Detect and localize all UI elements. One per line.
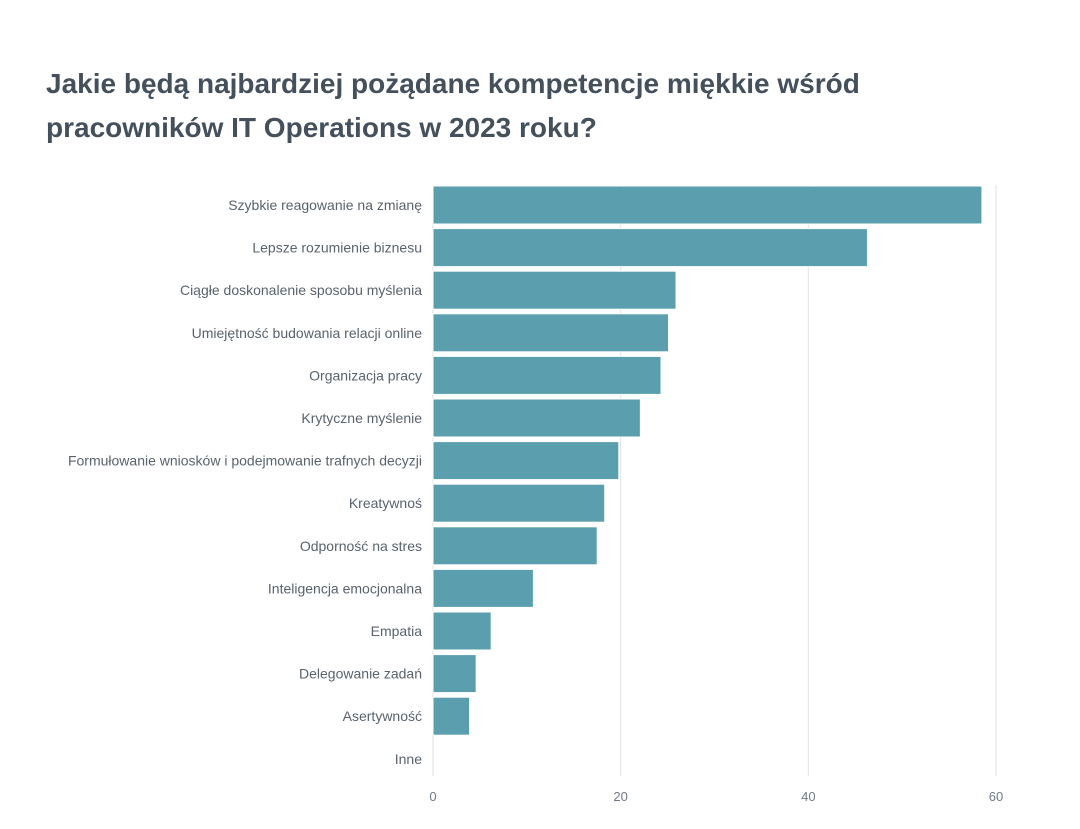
bar xyxy=(432,270,677,310)
bar xyxy=(432,441,620,481)
x-tick-label: 40 xyxy=(801,789,815,804)
category-label: Empatia xyxy=(371,623,423,639)
bar xyxy=(432,654,477,694)
chart-title-line-1: Jakie będą najbardziej pożądane kompeten… xyxy=(46,68,860,99)
x-tick-label: 0 xyxy=(429,789,436,804)
x-tick-label: 20 xyxy=(613,789,627,804)
category-label: Krytyczne myślenie xyxy=(301,410,422,426)
category-labels: Szybkie reagowanie na zmianę Lepsze rozum… xyxy=(68,197,422,767)
bar xyxy=(432,696,471,736)
x-axis-ticks: 0 20 40 60 xyxy=(429,789,1003,804)
category-label: Szybkie reagowanie na zmianę xyxy=(228,197,422,213)
bar xyxy=(432,526,598,566)
bar-layer xyxy=(432,185,983,736)
category-label: Lepsze rozumienie biznesu xyxy=(252,240,422,256)
bar xyxy=(432,398,641,438)
category-label: Delegowanie zadań xyxy=(299,666,422,682)
bar xyxy=(432,483,606,523)
bar xyxy=(432,228,868,268)
category-label: Odporność na stres xyxy=(300,538,422,554)
category-label: Asertywność xyxy=(343,708,422,724)
bar xyxy=(432,185,983,225)
category-label: Ciągłe doskonalenie sposobu myślenia xyxy=(180,282,422,298)
category-label: Organizacja pracy xyxy=(309,367,422,383)
category-label: Formułowanie wniosków i podejmowanie tra… xyxy=(68,453,422,469)
bar xyxy=(432,568,534,608)
category-label: Inteligencja emocjonalna xyxy=(268,580,422,596)
x-tick-label: 60 xyxy=(989,789,1003,804)
bar xyxy=(432,313,670,353)
chart-title: Jakie będą najbardziej pożądane kompeten… xyxy=(46,62,946,150)
bar xyxy=(432,611,492,651)
bar xyxy=(432,355,662,395)
category-label: Kreatywnoś xyxy=(349,495,422,511)
chart-title-line-2: pracowników IT Operations w 2023 roku? xyxy=(46,112,597,143)
category-label: Inne xyxy=(395,751,422,767)
category-label: Umiejętność budowania relacji online xyxy=(192,325,423,341)
